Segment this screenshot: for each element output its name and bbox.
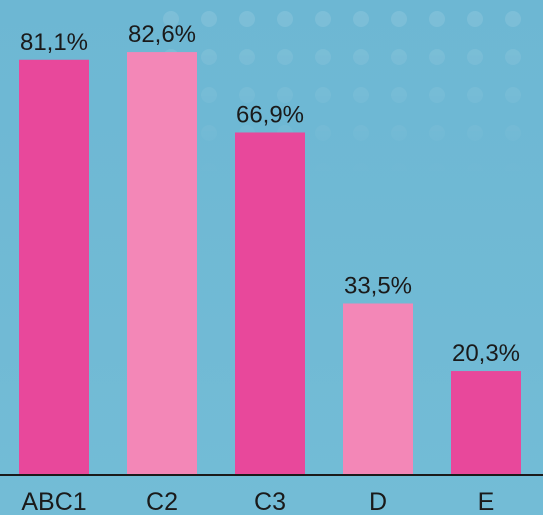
x-tick-label: C2 xyxy=(146,488,178,515)
bar xyxy=(343,303,413,475)
bar xyxy=(235,132,305,476)
value-label: 66,9% xyxy=(236,101,304,128)
x-tick-label: ABC1 xyxy=(21,488,86,515)
value-label: 33,5% xyxy=(344,272,412,299)
bar xyxy=(127,52,197,475)
x-tick-label: D xyxy=(369,488,387,515)
value-label: 82,6% xyxy=(128,21,196,48)
x-tick-label: E xyxy=(478,488,495,515)
x-tick-label: C3 xyxy=(254,488,286,515)
bar xyxy=(451,371,521,475)
bars: 81,1% ABC1 82,6% C2 66,9% C3 33,5% D 20,3% E xyxy=(19,21,521,515)
background-dots xyxy=(150,0,543,200)
value-label: 81,1% xyxy=(20,29,88,56)
bar xyxy=(19,59,89,475)
value-label: 20,3% xyxy=(452,340,520,367)
